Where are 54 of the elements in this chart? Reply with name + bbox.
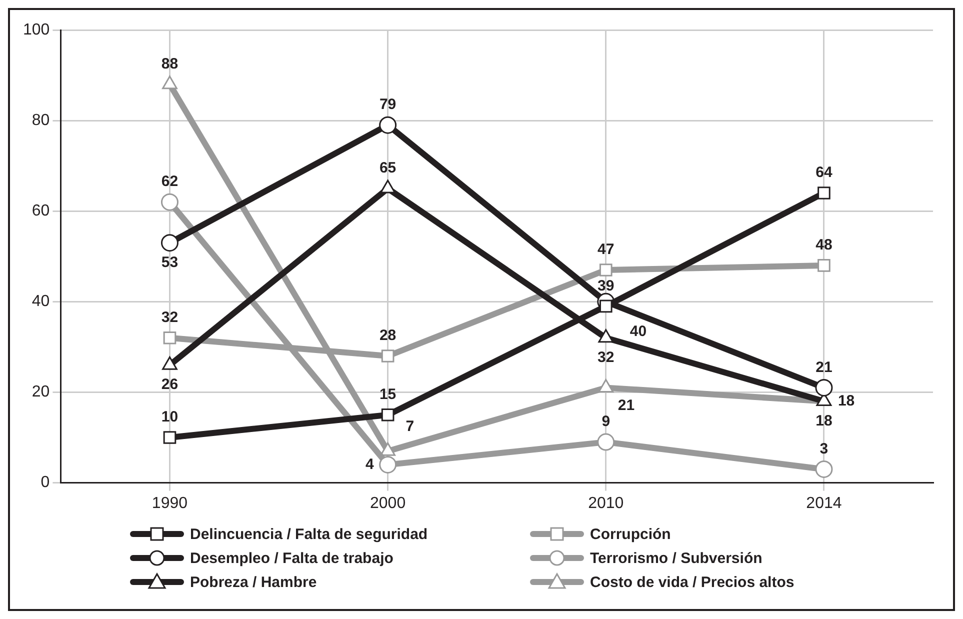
point <box>379 456 397 474</box>
data-label: 15 <box>379 386 396 404</box>
point <box>815 378 833 396</box>
point <box>160 234 178 252</box>
data-label: 3 <box>820 440 828 458</box>
x-tick-label: 1990 <box>152 494 188 512</box>
y-tick-label: 80 <box>32 112 50 129</box>
point <box>597 433 615 451</box>
point <box>381 408 394 422</box>
legend-label: Costo de vida / Precios altos <box>590 574 794 590</box>
data-label: 79 <box>379 96 396 114</box>
data-label: 32 <box>598 349 614 366</box>
point <box>599 264 612 276</box>
legend-label: Corrupción <box>590 526 671 542</box>
y-tick-label: 100 <box>22 21 50 38</box>
data-label: 47 <box>598 241 614 258</box>
point <box>818 259 830 272</box>
point <box>163 431 176 444</box>
y-tick-label: 20 <box>32 384 50 401</box>
y-tick-label: 40 <box>32 293 50 310</box>
point <box>160 193 178 211</box>
point <box>381 350 394 362</box>
point <box>815 460 833 478</box>
x-tick-label: 2000 <box>370 494 406 512</box>
legend-label: Desempleo / Falta de trabajo <box>190 550 394 566</box>
data-label: 39 <box>598 277 614 294</box>
data-label: 32 <box>161 309 178 326</box>
x-tick-label: 2010 <box>588 494 624 512</box>
y-tick-label: 60 <box>32 202 50 220</box>
data-label: 53 <box>161 254 178 271</box>
point <box>818 186 830 200</box>
data-label: 88 <box>161 55 178 72</box>
y-tick-label: 0 <box>40 474 50 492</box>
data-label: 18 <box>838 392 855 410</box>
data-label: 64 <box>816 164 833 182</box>
data-label: 21 <box>816 358 832 376</box>
legend-label: Pobreza / Hambre <box>190 574 317 590</box>
point <box>163 331 176 344</box>
data-label: 7 <box>406 418 414 436</box>
legend-label: Terrorismo / Subversión <box>590 550 762 566</box>
data-label: 4 <box>365 456 374 473</box>
data-label: 10 <box>161 408 178 426</box>
data-label: 62 <box>161 173 178 190</box>
data-label: 28 <box>379 327 396 344</box>
data-label: 18 <box>816 412 832 430</box>
data-label: 21 <box>618 396 635 414</box>
data-label: 65 <box>379 160 396 177</box>
data-label: 40 <box>630 322 647 340</box>
point <box>379 116 397 134</box>
x-tick-label: 2014 <box>806 494 842 512</box>
data-label: 9 <box>602 413 610 430</box>
data-label: 48 <box>816 236 832 254</box>
data-label: 26 <box>161 376 178 394</box>
legend-label: Delincuencia / Falta de seguridad <box>190 526 428 542</box>
